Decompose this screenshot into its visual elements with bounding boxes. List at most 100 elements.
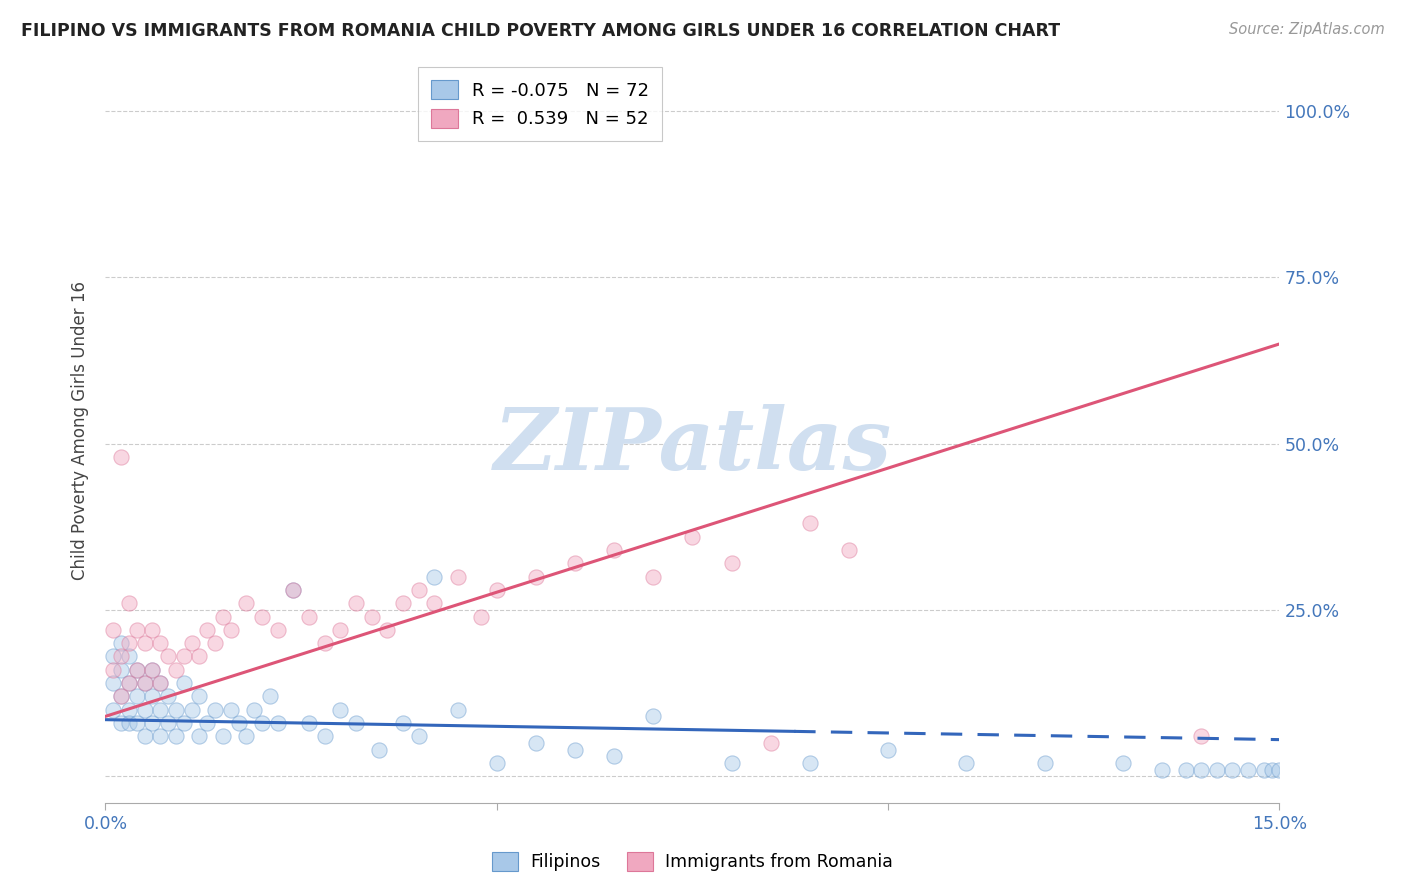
Point: [149, 676, 172, 690]
Point: [141, 690, 163, 704]
Point: [392, 716, 415, 731]
Point: [110, 690, 132, 704]
Point: [360, 609, 382, 624]
Point: [195, 623, 218, 637]
Point: [103, 703, 125, 717]
Point: [118, 676, 141, 690]
Point: [1205, 763, 1227, 777]
Point: [125, 690, 148, 704]
Point: [564, 742, 586, 756]
Point: [1189, 729, 1212, 743]
Y-axis label: Child Poverty Among Girls Under 16: Child Poverty Among Girls Under 16: [72, 281, 90, 580]
Point: [446, 570, 468, 584]
Point: [118, 649, 141, 664]
Point: [219, 703, 242, 717]
Text: ZIPatlas: ZIPatlas: [494, 403, 891, 487]
Point: [1260, 763, 1282, 777]
Point: [799, 516, 821, 531]
Point: [681, 530, 703, 544]
Point: [110, 649, 132, 664]
Point: [485, 582, 508, 597]
Point: [799, 756, 821, 770]
Point: [165, 703, 187, 717]
Point: [1268, 763, 1291, 777]
Point: [103, 649, 125, 664]
Point: [125, 716, 148, 731]
Point: [204, 703, 226, 717]
Point: [250, 716, 273, 731]
Point: [165, 729, 187, 743]
Point: [329, 623, 352, 637]
Point: [157, 649, 180, 664]
Text: FILIPINO VS IMMIGRANTS FROM ROMANIA CHILD POVERTY AMONG GIRLS UNDER 16 CORRELATI: FILIPINO VS IMMIGRANTS FROM ROMANIA CHIL…: [21, 22, 1060, 40]
Point: [141, 663, 163, 677]
Point: [314, 729, 336, 743]
Point: [1150, 763, 1173, 777]
Point: [188, 690, 211, 704]
Point: [266, 623, 288, 637]
Point: [266, 716, 288, 731]
Point: [149, 676, 172, 690]
Point: [141, 663, 163, 677]
Point: [1033, 756, 1056, 770]
Point: [157, 690, 180, 704]
Point: [149, 729, 172, 743]
Point: [188, 649, 211, 664]
Point: [180, 703, 202, 717]
Point: [375, 623, 398, 637]
Point: [110, 450, 132, 464]
Point: [720, 557, 742, 571]
Point: [125, 623, 148, 637]
Point: [134, 676, 156, 690]
Point: [314, 636, 336, 650]
Point: [344, 716, 367, 731]
Point: [103, 676, 125, 690]
Point: [643, 709, 665, 723]
Point: [524, 736, 547, 750]
Point: [118, 716, 141, 731]
Point: [259, 690, 281, 704]
Point: [408, 582, 430, 597]
Point: [141, 623, 163, 637]
Point: [838, 543, 860, 558]
Point: [134, 676, 156, 690]
Point: [298, 716, 321, 731]
Point: [283, 582, 305, 597]
Point: [470, 609, 492, 624]
Point: [759, 736, 782, 750]
Point: [173, 676, 195, 690]
Point: [110, 716, 132, 731]
Point: [423, 570, 446, 584]
Point: [110, 663, 132, 677]
Point: [344, 596, 367, 610]
Point: [173, 649, 195, 664]
Point: [103, 663, 125, 677]
Point: [219, 623, 242, 637]
Point: [235, 596, 257, 610]
Point: [1237, 763, 1260, 777]
Point: [134, 729, 156, 743]
Point: [180, 636, 202, 650]
Point: [524, 570, 547, 584]
Point: [118, 596, 141, 610]
Point: [204, 636, 226, 650]
Point: [149, 703, 172, 717]
Point: [423, 596, 446, 610]
Point: [165, 663, 187, 677]
Point: [643, 570, 665, 584]
Text: Source: ZipAtlas.com: Source: ZipAtlas.com: [1229, 22, 1385, 37]
Point: [188, 729, 211, 743]
Point: [1112, 756, 1135, 770]
Point: [720, 756, 742, 770]
Point: [1222, 763, 1244, 777]
Point: [1189, 763, 1212, 777]
Point: [283, 582, 305, 597]
Point: [298, 609, 321, 624]
Point: [211, 729, 233, 743]
Point: [125, 663, 148, 677]
Point: [195, 716, 218, 731]
Point: [368, 742, 391, 756]
Point: [603, 749, 626, 764]
Point: [118, 703, 141, 717]
Point: [243, 703, 266, 717]
